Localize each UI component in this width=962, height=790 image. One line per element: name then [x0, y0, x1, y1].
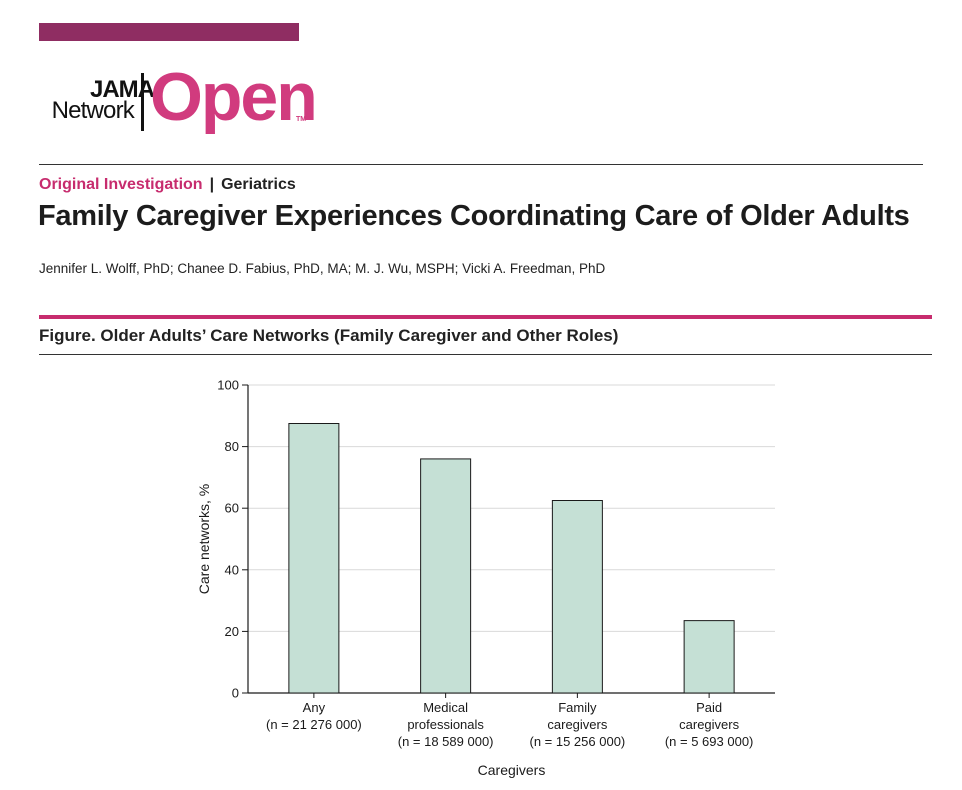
figure-top-rule — [39, 315, 932, 319]
brand-color-bar — [39, 23, 299, 41]
figure-caption: Figure. Older Adults’ Care Networks (Fam… — [39, 326, 619, 345]
y-tick-label: 20 — [225, 624, 239, 639]
y-tick-label: 40 — [225, 562, 239, 577]
x-tick-label: Family caregivers (n = 15 256 000) — [529, 700, 625, 749]
article-authors: Jennifer L. Wolff, PhD; Chanee D. Fabius… — [39, 261, 606, 276]
header-divider — [39, 164, 923, 165]
y-tick-label: 0 — [232, 686, 239, 701]
x-tick-label: Paid caregivers (n = 5 693 000) — [665, 700, 754, 749]
bar — [420, 458, 472, 694]
logo-open-text: Open — [150, 59, 318, 135]
figure-caption-rule — [39, 354, 932, 355]
article-type-separator: | — [209, 176, 215, 193]
y-tick-label: 100 — [217, 378, 239, 393]
bar — [551, 500, 603, 694]
x-tick-label: Any (n = 21 276 000) — [266, 700, 362, 732]
bar — [683, 620, 735, 694]
article-title: Family Caregiver Experiences Coordinatin… — [38, 200, 910, 232]
x-axis-title: Caregivers — [478, 762, 546, 778]
logo-divider — [141, 73, 144, 131]
x-tick-label: Medical professionals (n = 18 589 000) — [398, 700, 494, 749]
article-type: Original Investigation — [39, 176, 203, 193]
article-section: Geriatrics — [221, 176, 296, 193]
y-tick-label: 60 — [225, 501, 239, 516]
logo-network-text: Network — [51, 97, 135, 124]
article-type-line: Original Investigation | Geriatrics — [39, 176, 296, 194]
logo-jama-text: JAMA — [89, 76, 155, 103]
y-axis-title: Care networks, % — [196, 484, 212, 594]
bar — [288, 423, 340, 694]
y-tick-label: 80 — [225, 439, 239, 454]
logo-trademark: TM — [296, 116, 307, 123]
